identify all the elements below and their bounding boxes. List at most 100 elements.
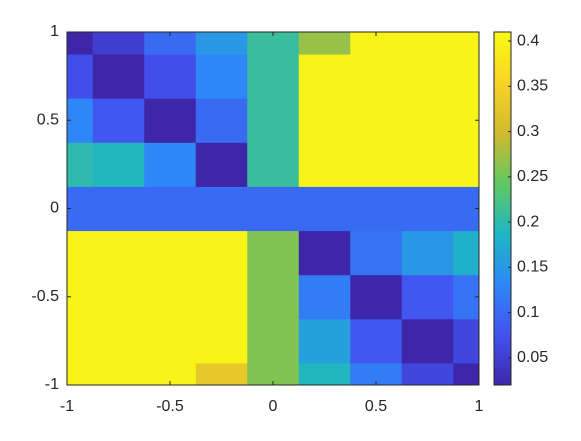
cell bbox=[144, 186, 197, 232]
colorbar-segment bbox=[494, 52, 511, 57]
colorbar-segment bbox=[494, 152, 511, 157]
cell bbox=[350, 98, 403, 143]
colorbar-segment bbox=[494, 173, 511, 177]
colorbar-segment bbox=[494, 261, 511, 265]
y-tick-label: -1 bbox=[45, 376, 59, 393]
colorbar-segment bbox=[494, 149, 511, 154]
cell bbox=[92, 142, 145, 187]
colorbar-tick-label: 0.4 bbox=[517, 32, 539, 49]
colorbar-segment bbox=[494, 96, 511, 101]
cell bbox=[67, 98, 94, 143]
colorbar-segment bbox=[494, 117, 511, 121]
cell bbox=[401, 362, 454, 385]
cell bbox=[350, 318, 403, 364]
colorbar-segment bbox=[494, 252, 511, 257]
colorbar-segment bbox=[494, 73, 511, 77]
colorbar-segment bbox=[494, 161, 511, 165]
colorbar-segment bbox=[494, 314, 511, 318]
cell bbox=[350, 230, 403, 276]
colorbar-segment bbox=[494, 273, 511, 277]
cell bbox=[67, 32, 94, 55]
cell bbox=[350, 274, 403, 320]
cell bbox=[298, 32, 351, 55]
colorbar-segment bbox=[494, 249, 511, 254]
cell bbox=[350, 54, 403, 99]
colorbar-segment bbox=[494, 382, 511, 386]
colorbar-segment bbox=[494, 129, 511, 133]
cell bbox=[67, 142, 94, 187]
colorbar-frame bbox=[493, 31, 512, 386]
cell bbox=[247, 32, 300, 55]
colorbar-segment bbox=[494, 99, 511, 104]
colorbar-segment bbox=[494, 355, 511, 360]
colorbar-segment bbox=[494, 284, 511, 289]
colorbar-segment bbox=[494, 123, 511, 127]
colorbar-segment bbox=[494, 37, 511, 42]
colorbar-segment bbox=[494, 140, 511, 145]
cell bbox=[401, 32, 454, 55]
colorbar-segment bbox=[494, 358, 511, 362]
x-tick-label: 1 bbox=[475, 398, 484, 415]
colorbar-segment bbox=[494, 82, 511, 86]
colorbar-tick-label: 0.35 bbox=[517, 78, 548, 95]
cell bbox=[453, 362, 479, 385]
colorbar-segment bbox=[494, 323, 511, 327]
cell bbox=[298, 318, 351, 364]
colorbar-segment bbox=[494, 343, 511, 348]
cell bbox=[144, 98, 197, 143]
cell bbox=[298, 142, 351, 187]
cell bbox=[247, 142, 300, 187]
colorbar-segment bbox=[494, 40, 511, 45]
cell bbox=[247, 318, 300, 364]
cell bbox=[401, 142, 454, 187]
cell bbox=[401, 318, 454, 364]
colorbar-segment bbox=[494, 58, 511, 62]
cell bbox=[144, 318, 197, 364]
colorbar-segment bbox=[494, 208, 511, 212]
cell bbox=[453, 98, 479, 143]
colorbar-segment bbox=[494, 349, 511, 354]
colorbar-segment bbox=[494, 205, 511, 209]
cell bbox=[298, 362, 351, 385]
cell bbox=[247, 186, 300, 232]
colorbar-segment bbox=[494, 87, 511, 92]
colorbar-segment bbox=[494, 305, 511, 310]
colorbar-segment bbox=[494, 279, 511, 283]
colorbar-segment bbox=[494, 190, 511, 195]
cell bbox=[350, 32, 403, 55]
colorbar-segment bbox=[494, 187, 511, 192]
cell bbox=[247, 362, 300, 385]
colorbar-segment bbox=[494, 223, 511, 227]
colorbar-segment bbox=[494, 46, 511, 51]
colorbar-segment bbox=[494, 196, 511, 201]
cell bbox=[350, 142, 403, 187]
cell bbox=[92, 32, 145, 55]
cell bbox=[195, 142, 248, 187]
colorbar-segment bbox=[494, 234, 511, 239]
colorbar-segment bbox=[494, 370, 511, 374]
colorbar-segment bbox=[494, 255, 511, 260]
cell bbox=[144, 362, 197, 385]
colorbar-segment bbox=[494, 232, 511, 236]
colorbar-segment bbox=[494, 264, 511, 268]
cell bbox=[401, 98, 454, 143]
cell bbox=[92, 186, 145, 232]
cell bbox=[298, 98, 351, 143]
x-tick-label: 0.5 bbox=[365, 398, 387, 415]
heatmap bbox=[67, 32, 479, 385]
cell bbox=[195, 98, 248, 143]
cell bbox=[67, 54, 94, 99]
cell bbox=[401, 274, 454, 320]
cell bbox=[247, 274, 300, 320]
cell bbox=[298, 186, 351, 232]
colorbar-segment bbox=[494, 364, 511, 368]
cell bbox=[453, 142, 479, 187]
colorbar-segment bbox=[494, 93, 511, 98]
cell bbox=[144, 54, 197, 99]
colorbar-segment bbox=[494, 105, 511, 109]
cell bbox=[92, 230, 145, 276]
colorbar-segment bbox=[494, 108, 511, 112]
colorbar-segment bbox=[494, 184, 511, 189]
cell bbox=[350, 362, 403, 385]
